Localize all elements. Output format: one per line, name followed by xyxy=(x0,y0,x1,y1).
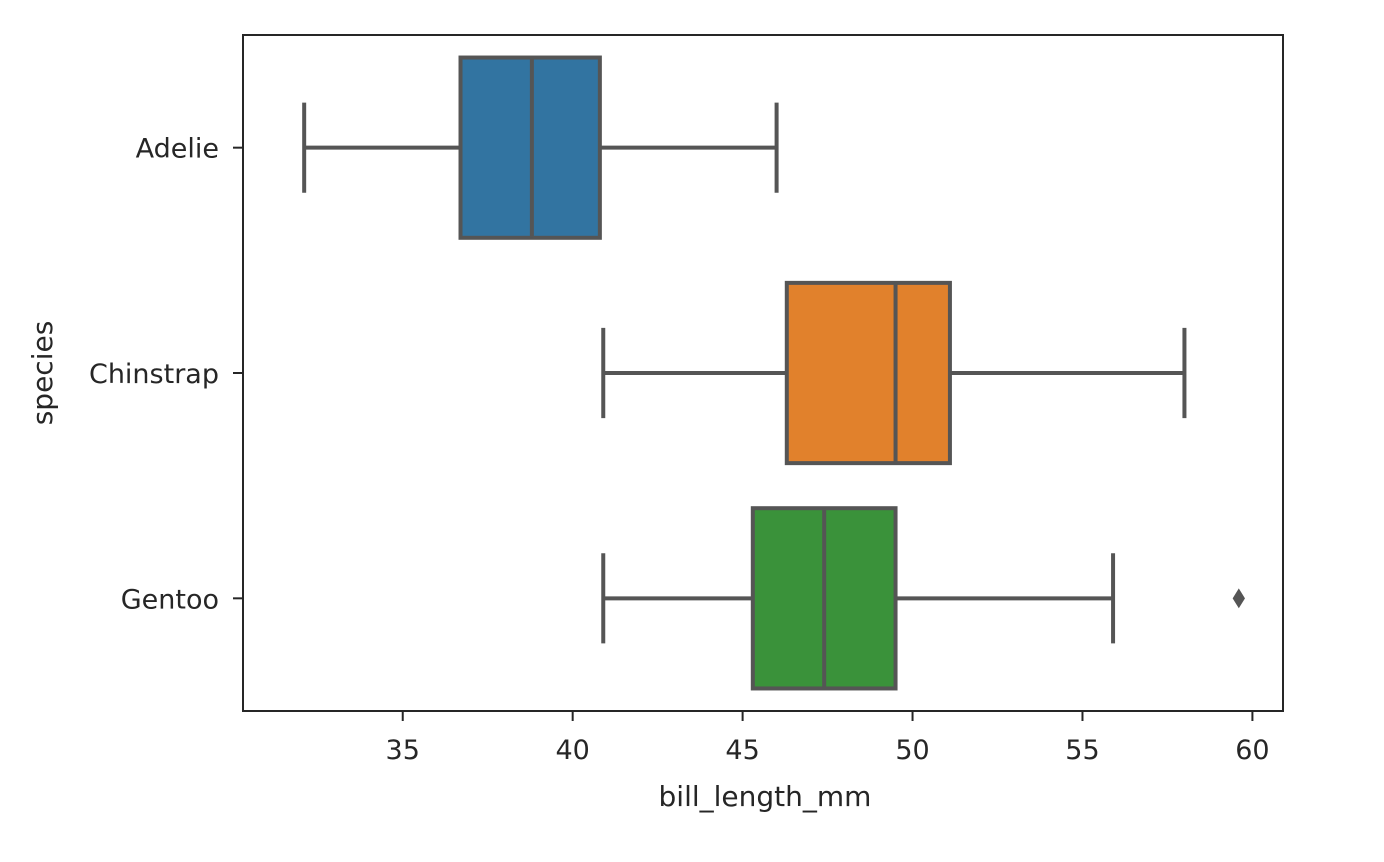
x-tick-label-60: 60 xyxy=(1235,735,1269,766)
y-axis-label: species xyxy=(26,321,59,426)
y-axis: Adelie Chinstrap Gentoo xyxy=(89,134,243,615)
x-axis: 35 40 45 50 55 60 xyxy=(386,711,1270,766)
box-group-adelie xyxy=(302,55,779,240)
plot-frame xyxy=(242,34,1284,712)
outlier-gentoo-0 xyxy=(1232,588,1245,609)
x-tick-label-40: 40 xyxy=(555,735,589,766)
y-tick-label-adelie: Adelie xyxy=(136,134,219,165)
x-axis-label: bill_length_mm xyxy=(659,780,872,813)
x-tick-label-50: 50 xyxy=(895,735,929,766)
box-group-gentoo xyxy=(601,506,1245,691)
x-tick-label-35: 35 xyxy=(386,735,420,766)
box-chinstrap xyxy=(784,280,952,466)
y-tick-label-chinstrap: Chinstrap xyxy=(89,359,219,390)
box-group-chinstrap xyxy=(601,280,1187,466)
y-tick-label-gentoo: Gentoo xyxy=(121,584,219,615)
box-marks xyxy=(302,55,1245,691)
x-tick-label-55: 55 xyxy=(1065,735,1099,766)
x-tick-label-45: 45 xyxy=(725,735,759,766)
